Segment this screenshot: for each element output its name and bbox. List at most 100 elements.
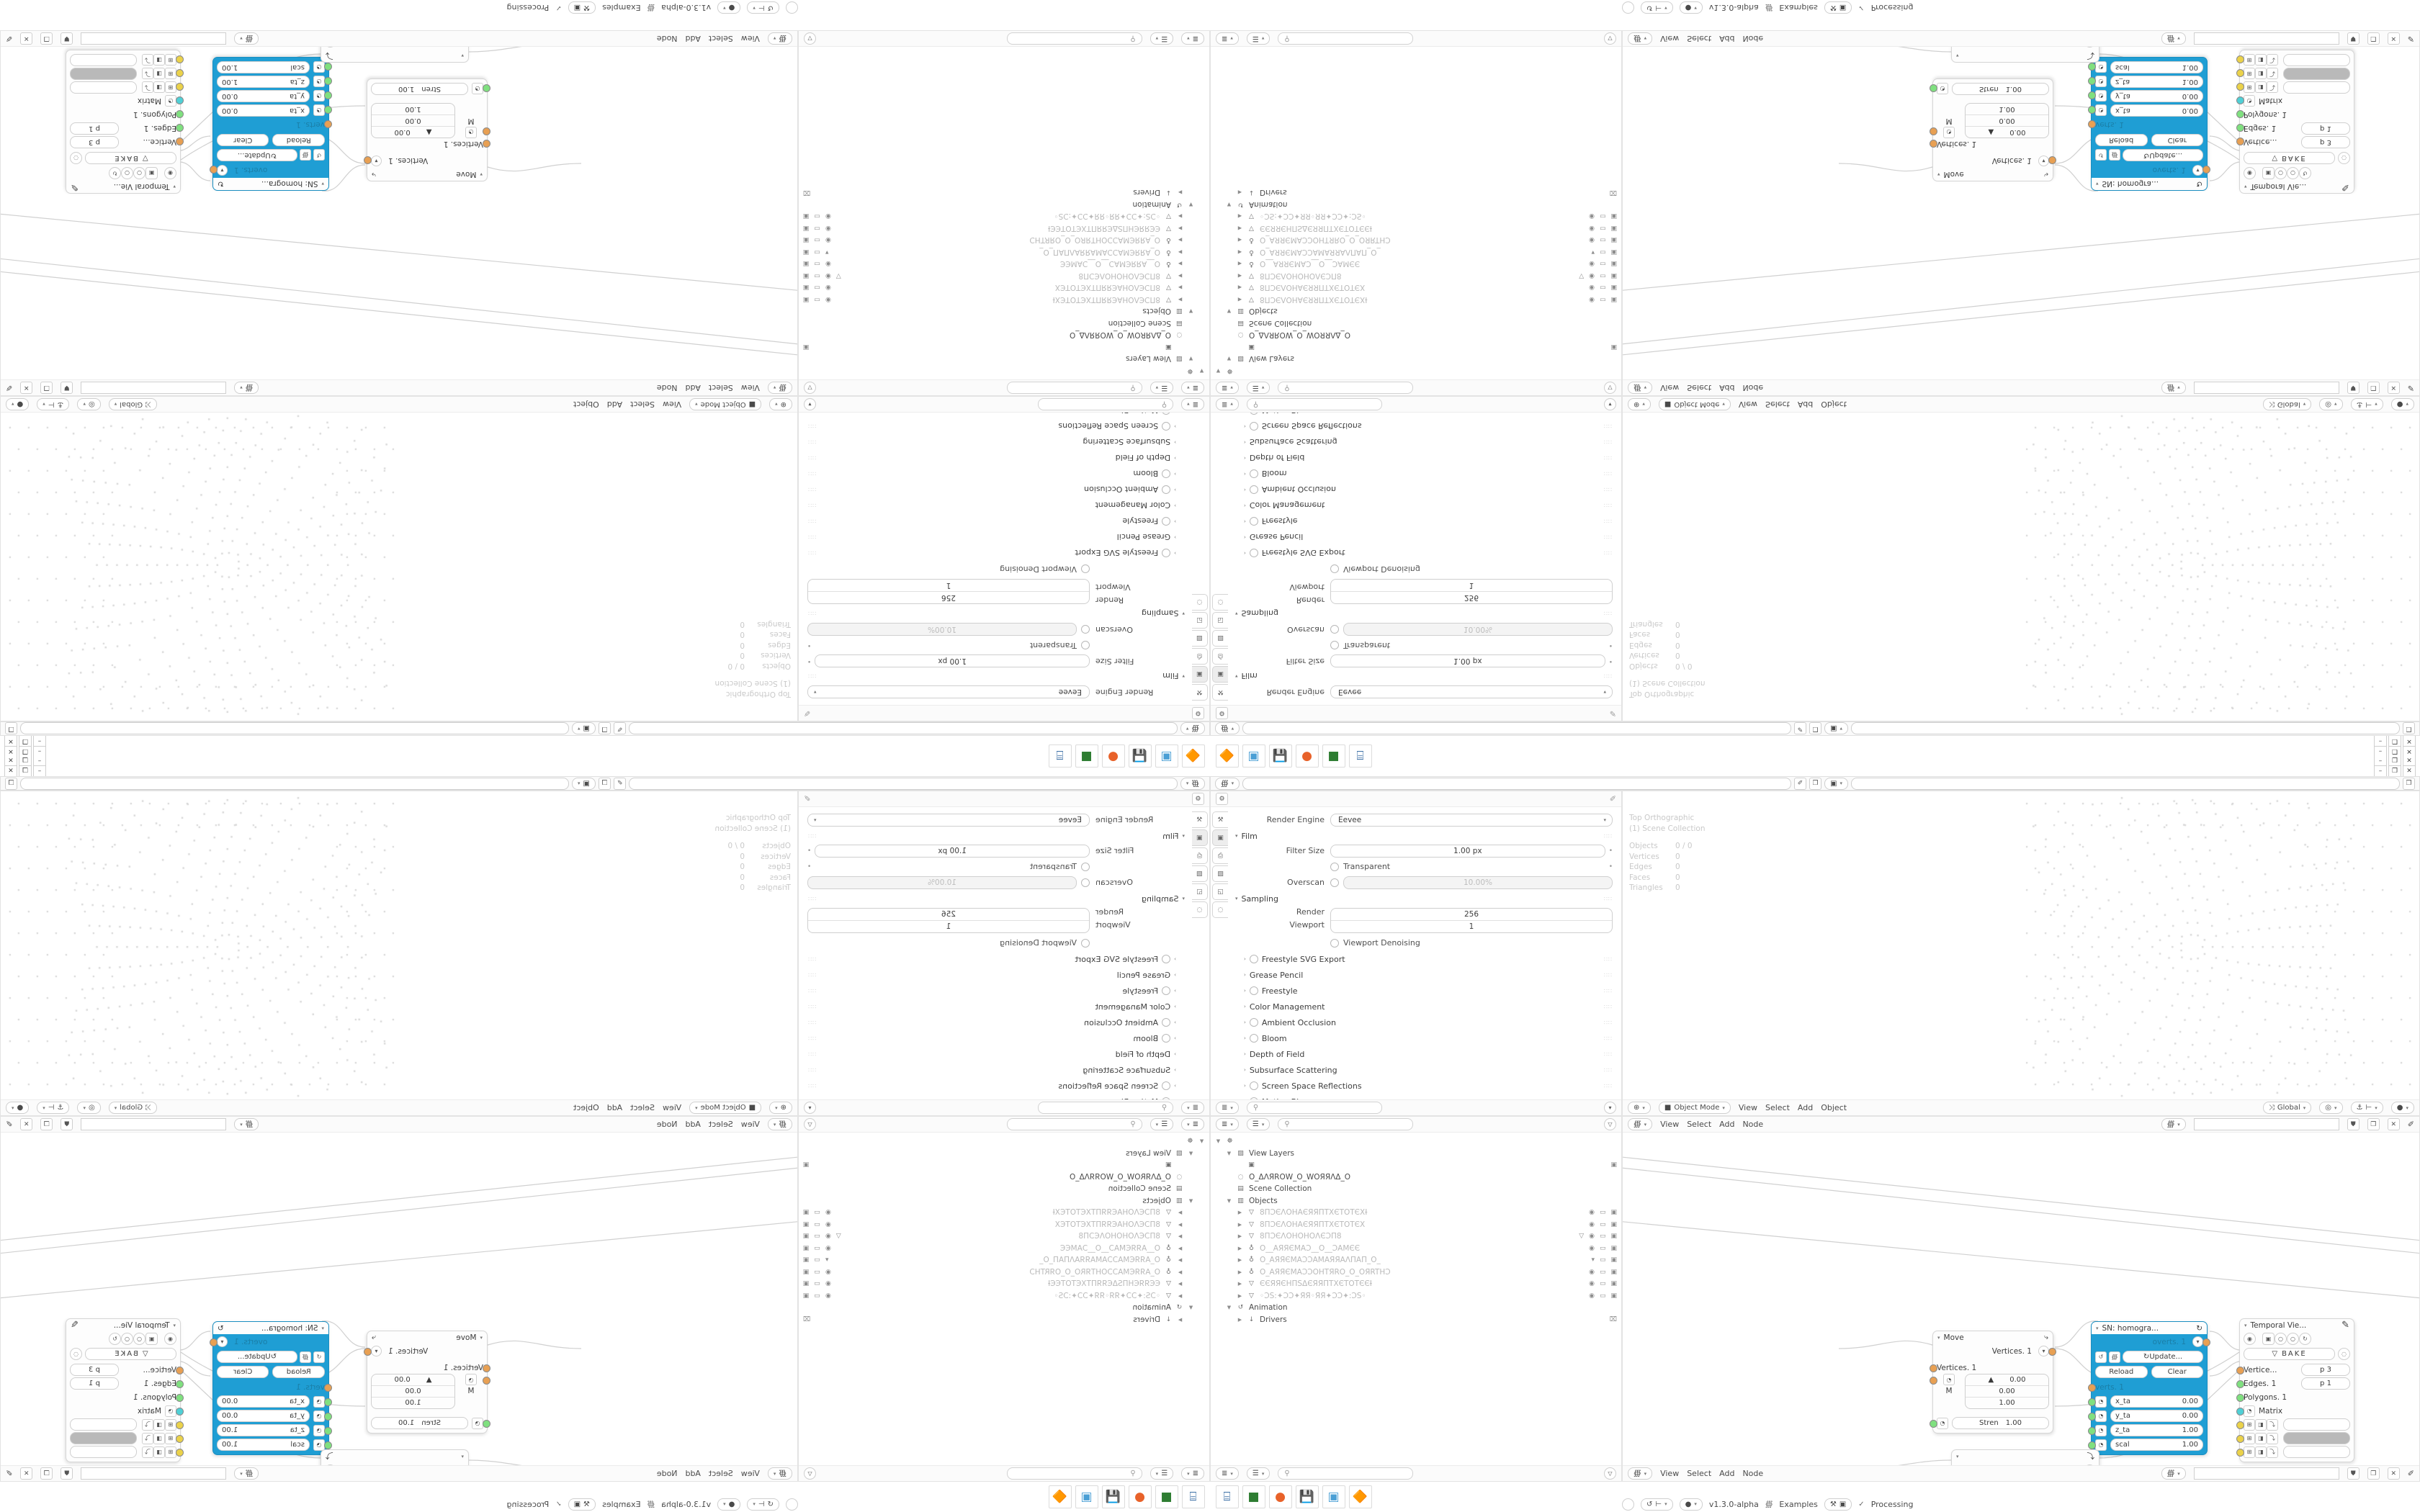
socket-input-param[interactable]	[324, 106, 332, 114]
screen-icon[interactable]: ▭	[1599, 1256, 1606, 1264]
panel-checkbox[interactable]	[1249, 1018, 1258, 1027]
datablock-input-right[interactable]	[20, 777, 569, 790]
node-bake-button[interactable]: ▽ BAKE	[85, 152, 176, 164]
outliner-row[interactable]: ▶ ▽ ЄЄЯЯЄHПSΔЄЯЯПΤXЄTOTЄЄƗ ◉ ▭ ▣	[803, 1278, 1205, 1290]
outliner-editor-type[interactable]: ☰ ▾	[1150, 382, 1174, 394]
chevron-down-icon[interactable]: ▾	[2096, 181, 2099, 187]
outliner-row[interactable]: ▼ ↺ Animation	[803, 199, 1205, 211]
node-script-update-button[interactable]: ↻ Update...	[2123, 1351, 2203, 1363]
grid-icon[interactable]: ⊞	[165, 68, 176, 80]
disclosure-triangle-icon[interactable]: ▶	[1178, 1221, 1183, 1228]
socket-input-polygons-1[interactable]	[2236, 110, 2244, 118]
node-formula-header[interactable]: ▾ ⤵	[1952, 1450, 2099, 1462]
socket-input-slot6[interactable]	[2236, 1449, 2244, 1457]
datablock-input-right[interactable]	[1851, 722, 2400, 735]
outliner-row[interactable]: ▶ ▽ 8ПƆЄΛОНОНОΛЄƆП8 ▽ ◉ ▭ ▣	[1215, 1230, 1617, 1243]
viewport-menu-add[interactable]: Add	[1797, 1103, 1814, 1112]
screen-icon[interactable]: ▭	[814, 1256, 821, 1264]
pin-icon[interactable]: ✐	[804, 708, 811, 718]
camera-icon[interactable]: ▣	[803, 1220, 810, 1228]
camera-icon[interactable]: ▣	[1610, 236, 1617, 244]
outliner-editor-type[interactable]: ☰ ▾	[1246, 382, 1270, 394]
node-move-vector-stack[interactable]: ▲ 0.00 0.00 1.00	[1965, 1374, 2049, 1409]
datablock-input-right[interactable]	[20, 722, 569, 735]
editor-type-node-2[interactable]: ∰ ▾	[1628, 32, 1653, 45]
node-footer-menu-view[interactable]: View	[740, 34, 760, 43]
socket-input-vertices[interactable]	[483, 1364, 490, 1372]
image-viewer-icon[interactable]: ▣	[1155, 744, 1178, 768]
vertex-icon[interactable]: ⤵	[142, 1446, 153, 1458]
properties-tab-render[interactable]: ▣	[1192, 666, 1208, 683]
camera-icon[interactable]: ▣	[803, 1209, 810, 1217]
screen-icon[interactable]: ▭	[1599, 284, 1606, 292]
x-icon-2[interactable]: ✕	[2387, 32, 2400, 45]
node-script-param-field[interactable]: z_ta 1.00	[217, 76, 310, 88]
disclosure-triangle-icon[interactable]: ▶	[1237, 1281, 1242, 1287]
disclosure-triangle-icon[interactable]: ▶	[1237, 1269, 1242, 1275]
node-script-param-field[interactable]: y_ta 0.00	[217, 90, 310, 102]
copy-icon[interactable]: ❐	[598, 722, 611, 735]
camera-icon[interactable]: ▣	[1610, 295, 1617, 303]
disclosure-triangle-icon[interactable]: ▶	[1237, 1292, 1242, 1299]
socket-input-slot6[interactable]	[2236, 55, 2244, 63]
node-tree-selector-2[interactable]: ∰ ▾	[2161, 1467, 2186, 1480]
prop-link-icon[interactable]: ◔	[2095, 1439, 2107, 1451]
addon-examples-button[interactable]: Examples	[1779, 3, 1818, 13]
editor-type-node-2[interactable]: ∰ ▾	[1628, 1467, 1653, 1480]
outliner-row[interactable]: ◌ O_ΔΛЯROW_O_WOЯЯΛΔ_O	[1215, 1171, 1617, 1184]
viewport-denoising-checkbox[interactable]	[1081, 938, 1090, 948]
outliner-row[interactable]: ▼ ▨ View Layers	[803, 1148, 1205, 1160]
node-script-reload-button[interactable]: Reload	[2095, 1366, 2148, 1378]
vector-y-field[interactable]: 0.00	[1966, 115, 2048, 127]
properties-editor-icon[interactable]: ⚙	[1192, 793, 1204, 805]
node-menu-select[interactable]: Select	[1687, 1120, 1712, 1129]
socket-input-polygons-1[interactable]	[176, 1394, 184, 1402]
addon-tools-button[interactable]: ⚒ ▣	[1824, 1, 1852, 14]
editor-type-selector[interactable]: ∰ ▾	[1180, 777, 1205, 790]
screen-icon[interactable]: ▭	[1599, 1280, 1606, 1288]
eye-icon[interactable]: ◉	[825, 236, 831, 244]
node-move-strength-field[interactable]: Stren 1.00	[371, 83, 468, 95]
outliner-row[interactable]: ◌ O_ΔΛЯROW_O_WOЯЯΛΔ_O	[1215, 329, 1617, 341]
blender-icon[interactable]: 🔶	[1215, 744, 1239, 768]
outliner-row[interactable]: ▶ ▽ 8ПƆЄΛОНAЄЯЯПΤXЄTOTЄX ◉ ▭ ▣	[803, 1219, 1205, 1231]
screen-icon[interactable]: ▭	[814, 295, 821, 303]
pivot-point-selector[interactable]: ◎ ▾	[2319, 1102, 2343, 1114]
camera-icon[interactable]: ▣	[1610, 260, 1617, 268]
vector-z-field[interactable]: 1.00	[1966, 104, 2048, 115]
outliner-display-mode-2[interactable]: ≣ ▾	[1181, 1467, 1204, 1480]
bake-options-icon[interactable]: ◌	[70, 152, 82, 164]
panel-checkbox[interactable]	[1249, 549, 1258, 557]
outliner-row[interactable]: ▣ ▣	[1215, 341, 1617, 354]
eye-icon[interactable]: ◉	[825, 1268, 831, 1276]
node-bake-button[interactable]: ▽ BAKE	[85, 1348, 176, 1360]
prop-link-icon[interactable]: ◔	[165, 1405, 176, 1417]
outliner-row[interactable]: ▶ ♁ O_AЯЯЄMAƆƆOHTЯRO_O_OЯRTHƆ ◉ ▭ ▣	[803, 1266, 1205, 1279]
socket-input-vector[interactable]	[1930, 127, 1937, 135]
prop-link-icon[interactable]: ◔	[1943, 127, 1955, 138]
properties-filter-menu[interactable]: ≣ ▾	[1216, 398, 1239, 410]
properties-filter-menu[interactable]: ≣ ▾	[1181, 398, 1204, 410]
viewport-menu-object[interactable]: Object	[573, 1103, 599, 1112]
eye-icon[interactable]: ◉	[1589, 284, 1595, 292]
sampling-viewport-field[interactable]: 1	[1331, 580, 1612, 593]
outliner-display-mode[interactable]: ≣ ▾	[1216, 382, 1239, 394]
disclosure-triangle-icon[interactable]: ▼	[1188, 1197, 1193, 1204]
chevron-down-icon[interactable]: ▾	[1604, 398, 1616, 410]
socket-input-param[interactable]	[2088, 106, 2096, 114]
screen-icon[interactable]: ▭	[814, 248, 821, 256]
socket-input-param[interactable]	[324, 1427, 332, 1435]
node-move-header[interactable]: ▾ Move ⤷	[367, 1331, 487, 1344]
socket-input-strength[interactable]	[1930, 1420, 1937, 1428]
pivot-point-selector[interactable]: ◎ ▾	[77, 398, 101, 410]
prop-link-icon[interactable]: ◔	[2095, 1424, 2107, 1436]
outliner-display-mode-2[interactable]: ≣ ▾	[1216, 32, 1239, 45]
outliner-search-input[interactable]: ⚲	[1006, 1118, 1142, 1130]
snap-selector[interactable]: ⚓ ⊢ ▾	[37, 1102, 70, 1114]
copy-icon-2[interactable]: ❐	[40, 32, 53, 45]
bake-options-icon[interactable]: ◌	[2338, 1348, 2350, 1360]
node-bake-button[interactable]: ▽ BAKE	[2244, 1348, 2335, 1360]
node-move[interactable]: ▾ Move ⤷ Vertices. 1 ▾ Vertices. 1 ◔ M ▲ 0.00 0.00…	[364, 1331, 490, 1434]
grid-icon[interactable]: ⊞	[165, 1432, 176, 1444]
overscan-checkbox[interactable]	[1330, 625, 1339, 634]
